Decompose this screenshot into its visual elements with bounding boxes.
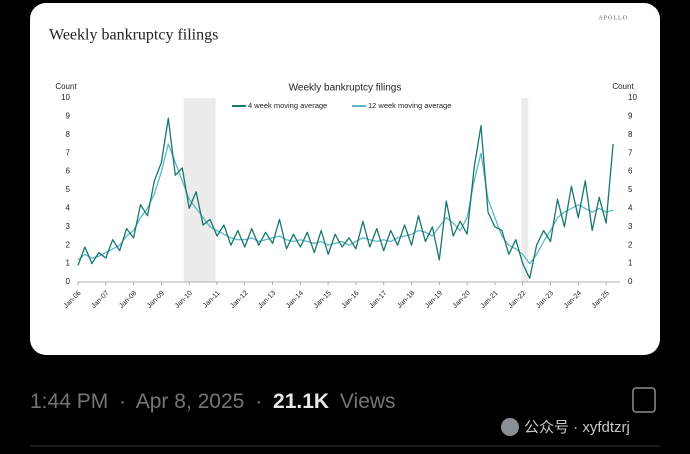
y2-tick-label: 2 bbox=[628, 240, 633, 249]
separator: · bbox=[255, 390, 262, 413]
y-tick-label: 2 bbox=[66, 240, 71, 249]
brand: APOLLO bbox=[598, 15, 628, 21]
y2-tick-label: 6 bbox=[628, 167, 633, 176]
y2-tick-label: 9 bbox=[628, 112, 633, 121]
y2-tick-label: 4 bbox=[628, 204, 633, 213]
shaded-period bbox=[521, 98, 529, 282]
legend-label: 12 week moving average bbox=[368, 101, 451, 110]
y-tick-label: 6 bbox=[66, 167, 71, 176]
y-tick-label: 0 bbox=[66, 277, 71, 286]
views-label: Views bbox=[340, 390, 396, 413]
y-tick-label: 4 bbox=[66, 204, 71, 213]
y2-tick-label: 10 bbox=[628, 93, 637, 102]
y-tick-label: 7 bbox=[66, 148, 71, 157]
y2-tick-label: 3 bbox=[628, 222, 633, 231]
y-tick-label: 9 bbox=[66, 112, 71, 121]
y-tick-label: 8 bbox=[66, 130, 71, 139]
legend-label: 4 week moving average bbox=[248, 101, 327, 110]
tweet-meta: 1:44 PM · Apr 8, 2025 · 21.1K Views bbox=[30, 390, 396, 413]
separator: · bbox=[119, 390, 126, 413]
chart-title: Weekly bankruptcy filings bbox=[289, 83, 402, 94]
watermark: 公众号 · xyfdtzrj bbox=[524, 419, 630, 436]
y2-tick-label: 7 bbox=[628, 148, 633, 157]
y-tick-label: 1 bbox=[66, 259, 71, 268]
tweet-date: Apr 8, 2025 bbox=[136, 390, 245, 413]
wechat-icon bbox=[501, 418, 519, 436]
y-tick-label: 10 bbox=[61, 93, 70, 102]
y-tick-label: 5 bbox=[66, 185, 71, 194]
view-count: 21.1K bbox=[273, 390, 329, 413]
series-line bbox=[77, 117, 614, 279]
tweet-time: 1:44 PM bbox=[30, 390, 108, 413]
y2-tick-label: 8 bbox=[628, 130, 633, 139]
y-axis-label: Count bbox=[55, 82, 77, 91]
y2-tick-label: 5 bbox=[628, 185, 633, 194]
y2-tick-label: 0 bbox=[628, 277, 633, 286]
y2-axis-label: Count bbox=[612, 82, 634, 91]
y-tick-label: 3 bbox=[66, 222, 71, 231]
y2-tick-label: 1 bbox=[628, 259, 633, 268]
card-title: Weekly bankruptcy filings bbox=[49, 27, 218, 44]
shaded-period bbox=[183, 98, 216, 282]
qr-icon[interactable] bbox=[632, 387, 656, 413]
